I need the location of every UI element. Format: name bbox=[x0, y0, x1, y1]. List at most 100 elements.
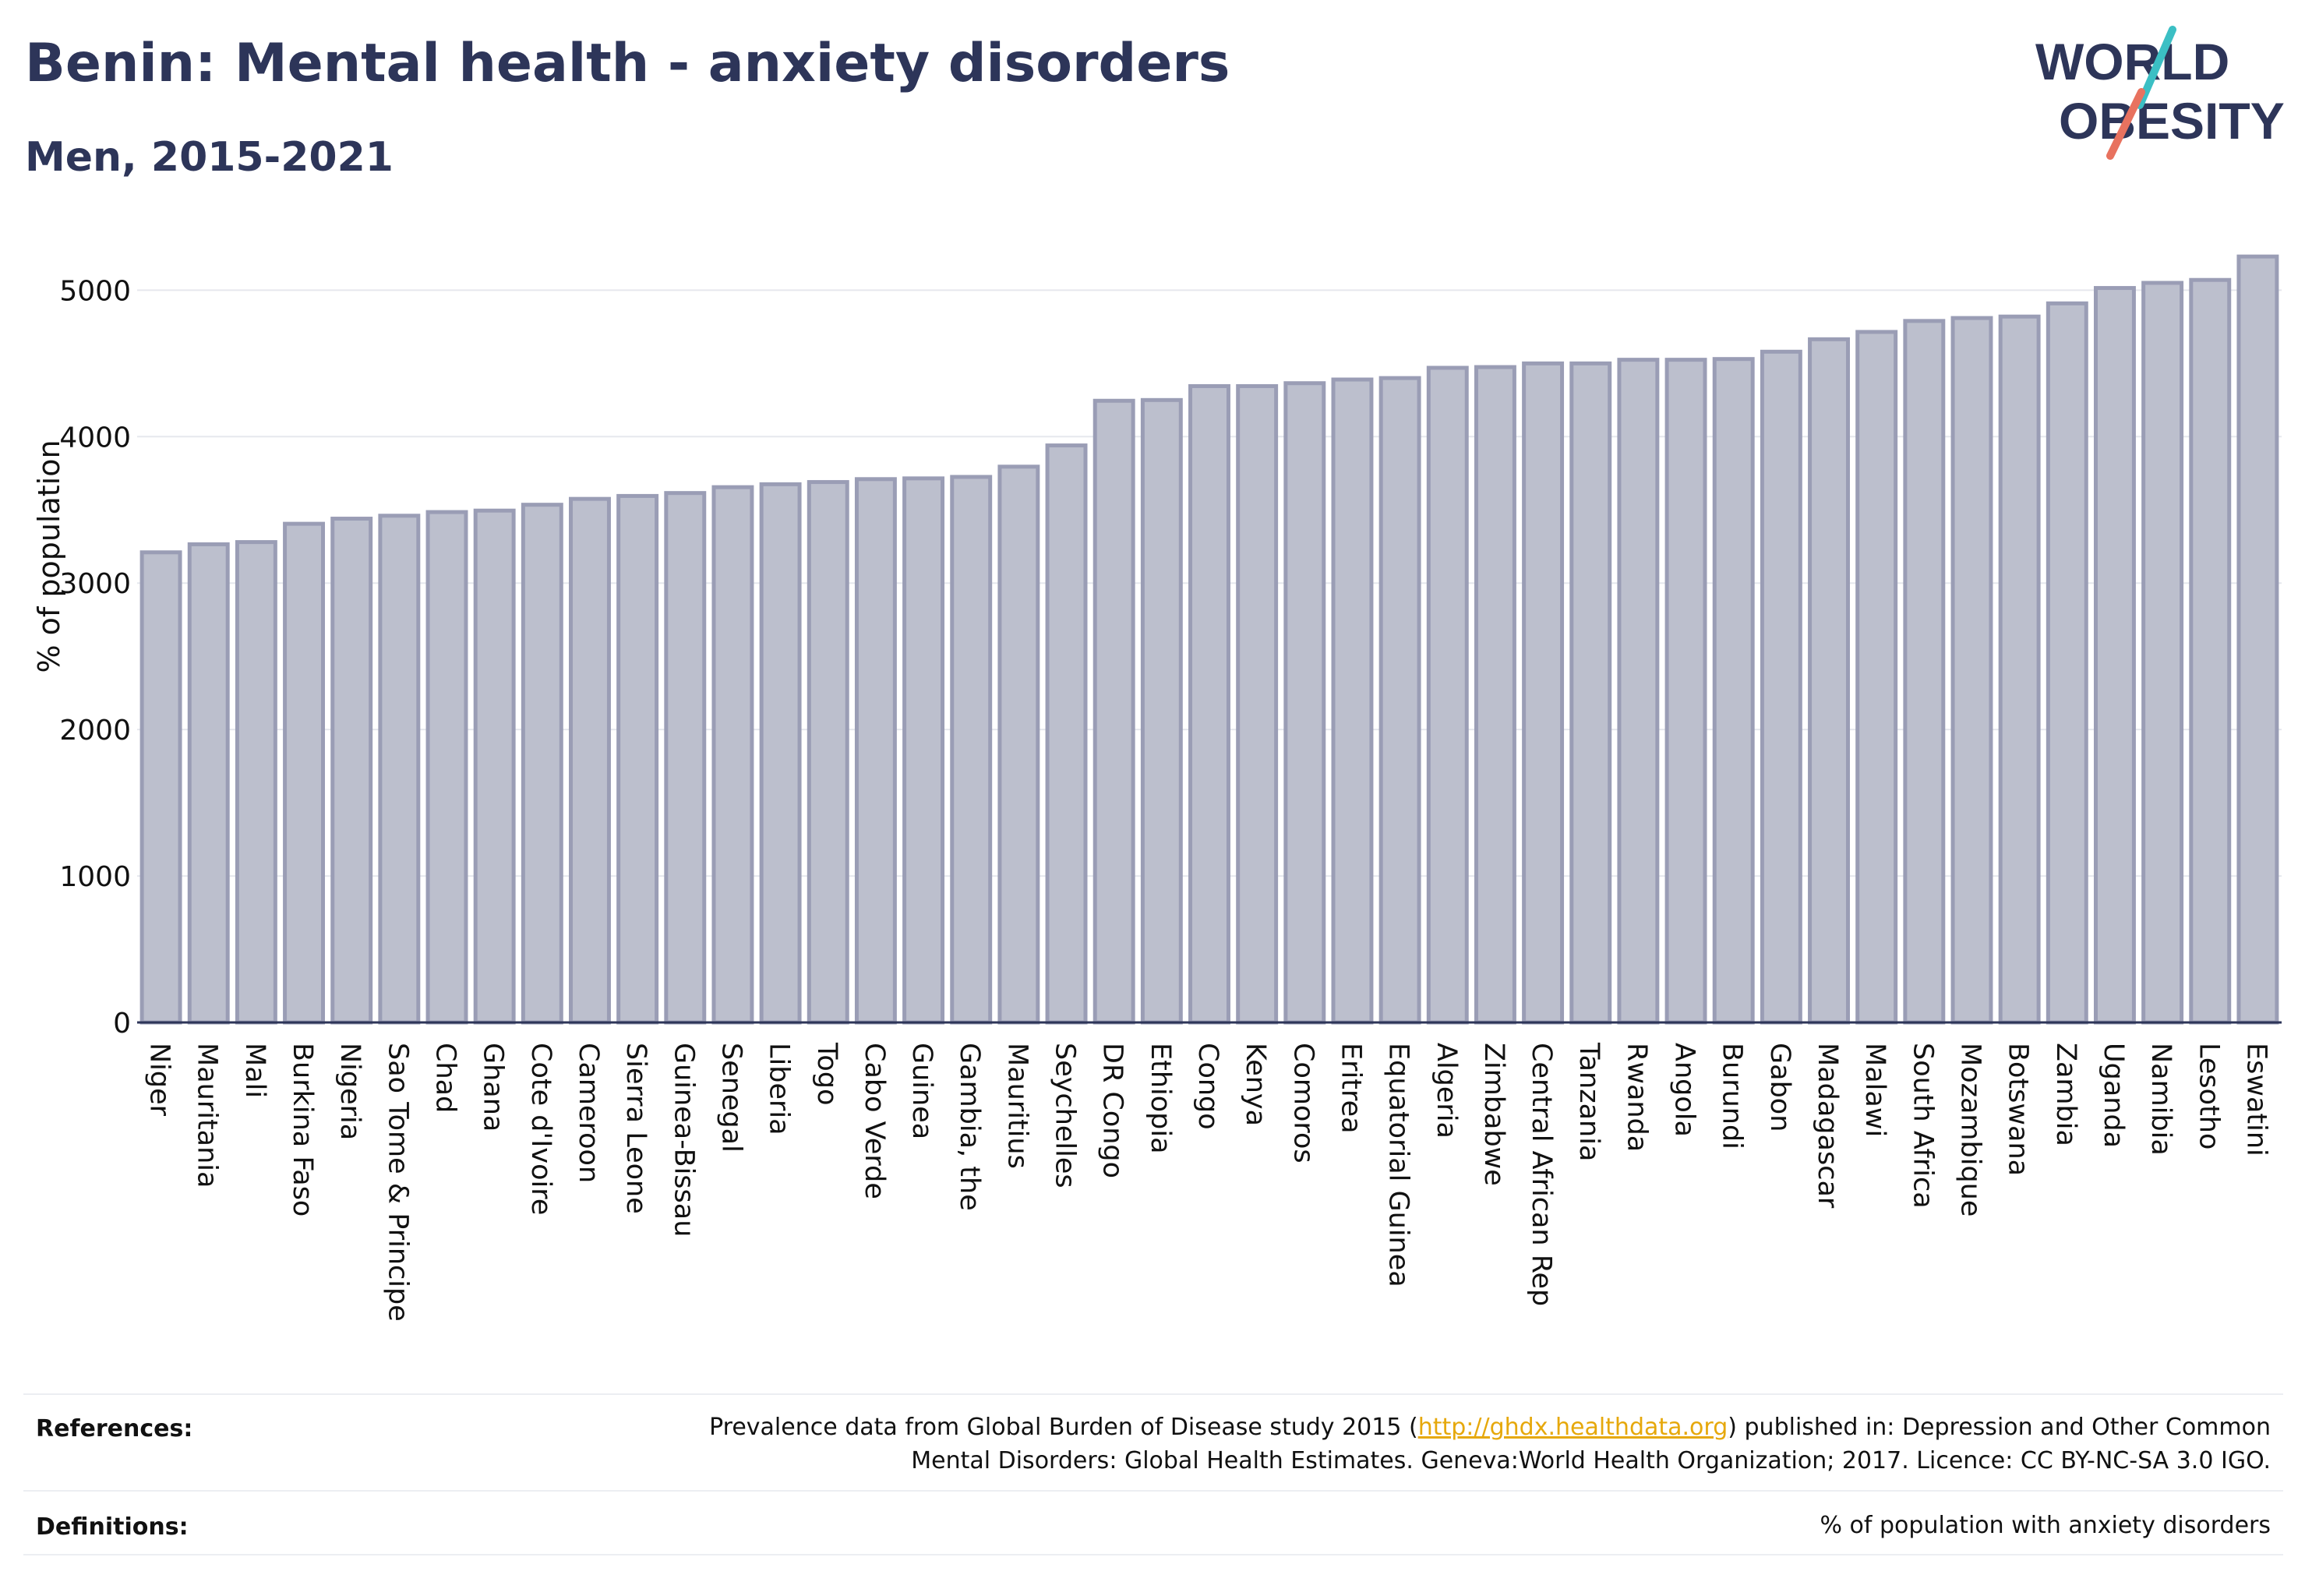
y-tick-label: 2000 bbox=[59, 715, 131, 747]
bar bbox=[2189, 277, 2232, 1025]
x-tick-label: Comoros bbox=[1287, 1043, 1318, 1163]
logo-slash-teal bbox=[2136, 26, 2176, 109]
x-tick-label: Malawi bbox=[1859, 1043, 1890, 1137]
logo-slash-coral bbox=[2106, 88, 2145, 160]
bar bbox=[139, 550, 182, 1025]
x-tick-label: Lesotho bbox=[2193, 1043, 2224, 1149]
x-tick-label: Namibia bbox=[2145, 1043, 2176, 1156]
references-text-end: ) published in: Depression and Other Com… bbox=[1728, 1414, 2271, 1441]
bar bbox=[569, 496, 611, 1025]
x-tick-label: Niger bbox=[144, 1043, 175, 1117]
bar bbox=[664, 491, 707, 1025]
x-tick-label: Angola bbox=[1669, 1043, 1700, 1137]
references-panel: References: Prevalence data from Global … bbox=[23, 1393, 2283, 1555]
bar bbox=[1045, 443, 1088, 1025]
bar bbox=[807, 480, 849, 1025]
x-tick-label: DR Congo bbox=[1097, 1043, 1128, 1178]
bar bbox=[1760, 349, 1802, 1025]
x-tick-label: Rwanda bbox=[1621, 1043, 1652, 1152]
bar bbox=[425, 510, 468, 1025]
bar bbox=[473, 508, 516, 1025]
x-tick-label: Seychelles bbox=[1050, 1043, 1081, 1188]
bar bbox=[1617, 358, 1660, 1025]
divider bbox=[23, 1554, 2283, 1555]
bar bbox=[1474, 365, 1516, 1025]
x-tick-label: Ghana bbox=[478, 1043, 509, 1132]
x-tick-label: Eritrea bbox=[1335, 1043, 1366, 1134]
x-tick-label: Togo bbox=[811, 1042, 842, 1105]
x-tick-label: Cabo Verde bbox=[859, 1043, 890, 1199]
y-axis-label: % of population bbox=[32, 440, 66, 673]
x-tick-label: Burundi bbox=[1717, 1043, 1748, 1149]
bar bbox=[330, 517, 373, 1025]
x-tick-label: Guinea bbox=[906, 1043, 937, 1139]
bar bbox=[235, 540, 277, 1025]
x-tick-label: Sao Tome & Principe bbox=[382, 1043, 413, 1322]
references-link[interactable]: http://ghdx.healthdata.org bbox=[1417, 1414, 1728, 1441]
bar bbox=[1903, 319, 1946, 1025]
bar bbox=[283, 521, 326, 1025]
y-tick-label: 5000 bbox=[59, 275, 131, 307]
bar bbox=[2093, 286, 2136, 1025]
bar-chart: 0 1000 2000 3000 4000 5000 Niger Mauritania Mal… bbox=[32, 254, 2282, 1322]
bar bbox=[616, 493, 659, 1025]
bar bbox=[2141, 281, 2184, 1025]
x-tick-label: Tanzania bbox=[1573, 1042, 1604, 1161]
x-tick-label: Burkina Faso bbox=[287, 1043, 318, 1216]
definitions-label: Definitions: bbox=[36, 1513, 189, 1541]
bar bbox=[378, 514, 421, 1025]
bar bbox=[1998, 314, 2041, 1025]
x-tick-label: Mozambique bbox=[1954, 1043, 1986, 1216]
bar bbox=[1236, 383, 1279, 1025]
x-tick-label: Ethiopia bbox=[1145, 1043, 1176, 1154]
y-tick-label: 4000 bbox=[59, 422, 131, 454]
x-tick-label: South Africa bbox=[1907, 1043, 1938, 1209]
bar bbox=[1092, 398, 1135, 1025]
bar bbox=[1664, 358, 1707, 1025]
bar bbox=[997, 464, 1040, 1025]
bar bbox=[521, 503, 563, 1025]
bar bbox=[2046, 301, 2088, 1025]
chart-title: Benin: Mental health - anxiety disorders bbox=[25, 33, 1230, 94]
x-tick-label: Algeria bbox=[1431, 1043, 1462, 1139]
bar bbox=[1378, 376, 1421, 1025]
x-tick-label: Senegal bbox=[715, 1043, 747, 1153]
bar bbox=[854, 477, 897, 1025]
y-tick-label: 3000 bbox=[59, 568, 131, 600]
divider bbox=[23, 1490, 2283, 1492]
bar bbox=[1140, 397, 1183, 1025]
bar bbox=[1808, 337, 1850, 1025]
bar bbox=[711, 485, 754, 1025]
bar bbox=[1569, 361, 1612, 1025]
bar bbox=[902, 476, 945, 1025]
bar bbox=[2236, 254, 2279, 1025]
bar bbox=[1712, 357, 1755, 1025]
x-tick-label: Mauritius bbox=[1001, 1043, 1032, 1169]
x-tick-label: Equatorial Guinea bbox=[1383, 1043, 1414, 1287]
y-tick-label: 0 bbox=[113, 1008, 131, 1040]
x-tick-label: Gambia, the bbox=[954, 1043, 985, 1211]
x-tick-label: Liberia bbox=[764, 1043, 795, 1135]
bar bbox=[1283, 381, 1326, 1025]
x-tick-label: Eswatini bbox=[2240, 1043, 2271, 1156]
x-tick-label: Nigeria bbox=[334, 1043, 365, 1140]
references-text-start: Prevalence data from Global Burden of Di… bbox=[709, 1414, 1418, 1441]
divider bbox=[23, 1393, 2283, 1395]
x-tick-label: Cameroon bbox=[573, 1043, 604, 1183]
logo-line1: WORLD bbox=[2035, 33, 2229, 90]
bar bbox=[950, 475, 993, 1025]
x-tick-label: Central African Rep bbox=[1526, 1043, 1557, 1306]
bar bbox=[759, 482, 802, 1025]
world-obesity-logo: WORLD OBESITY bbox=[2035, 26, 2285, 160]
references-text-line2: Mental Disorders: Global Health Estimate… bbox=[911, 1447, 2271, 1474]
references-text: Prevalence data from Global Burden of Di… bbox=[478, 1411, 2271, 1478]
x-tick-label: Mauritania bbox=[192, 1043, 223, 1188]
bar bbox=[1188, 383, 1230, 1025]
chart-subtitle: Men, 2015-2021 bbox=[25, 134, 394, 181]
definitions-text: % of population with anxiety disorders bbox=[1820, 1512, 2271, 1539]
x-tick-label: Congo bbox=[1192, 1043, 1223, 1130]
bar bbox=[1426, 365, 1469, 1025]
x-tick-label: Chad bbox=[430, 1043, 461, 1113]
x-tick-label: Cote d'Ivoire bbox=[525, 1043, 556, 1215]
x-tick-label: Botswana bbox=[2003, 1043, 2034, 1176]
